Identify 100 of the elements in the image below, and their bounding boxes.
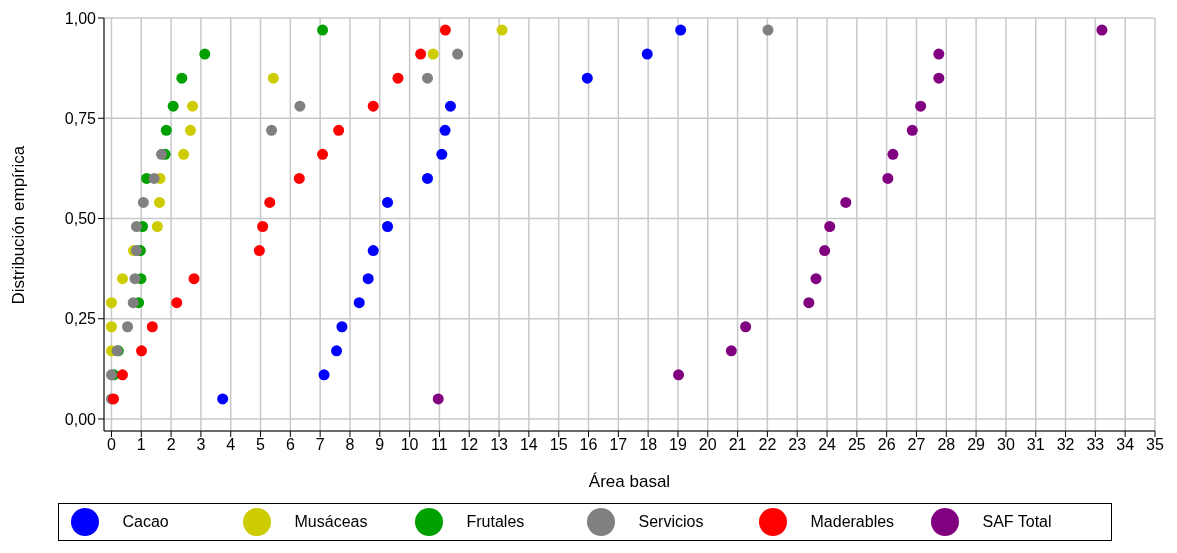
point <box>762 24 774 36</box>
point <box>933 72 945 84</box>
point <box>427 48 439 60</box>
y-tick-label: 0,00 <box>64 410 97 428</box>
x-tick-label: 11 <box>431 436 448 454</box>
point <box>415 48 427 60</box>
point <box>148 172 160 184</box>
point <box>136 345 148 357</box>
point <box>122 321 134 333</box>
point <box>452 48 464 60</box>
x-tick-label: 4 <box>226 436 236 454</box>
point <box>382 196 394 208</box>
point <box>146 321 158 333</box>
point <box>116 369 128 381</box>
x-tick-label: 3 <box>196 436 206 454</box>
y-tick-label: 1,00 <box>64 9 97 27</box>
point <box>171 297 183 309</box>
point <box>116 273 128 285</box>
point <box>318 369 330 381</box>
point <box>336 321 348 333</box>
point <box>439 124 451 136</box>
point <box>105 297 117 309</box>
point <box>160 124 172 136</box>
point <box>105 321 117 333</box>
point <box>444 100 456 112</box>
point <box>496 24 508 36</box>
x-tick-label: 0 <box>107 436 116 454</box>
point <box>840 196 852 208</box>
point <box>333 124 345 136</box>
x-tick-label: 14 <box>519 436 538 454</box>
point <box>188 273 200 285</box>
x-tick-label: 30 <box>997 436 1015 454</box>
point <box>824 221 836 233</box>
point <box>422 72 433 84</box>
y-tick-label: 0,25 <box>64 310 97 328</box>
point <box>331 345 343 357</box>
point <box>151 221 163 233</box>
point <box>253 245 265 257</box>
point <box>353 297 365 309</box>
point <box>176 72 188 84</box>
point <box>882 172 894 184</box>
point <box>137 196 149 208</box>
x-tick-label: 17 <box>609 436 628 454</box>
x-tick-label: 2 <box>166 436 176 454</box>
point <box>127 297 139 309</box>
x-tick-label: 32 <box>1056 436 1075 454</box>
point <box>725 345 737 357</box>
legend-label: Musáceas <box>294 513 368 531</box>
point <box>367 100 379 112</box>
point <box>641 48 653 60</box>
point <box>294 100 306 112</box>
legend-label: Frutales <box>466 513 525 531</box>
x-tick-label: 28 <box>937 436 956 454</box>
point <box>257 221 269 233</box>
point <box>436 148 448 160</box>
point <box>129 273 141 285</box>
point <box>906 124 918 136</box>
point <box>740 321 752 333</box>
point <box>264 196 276 208</box>
point <box>178 148 190 160</box>
point <box>581 72 593 84</box>
point <box>184 124 196 136</box>
point <box>810 273 822 285</box>
point <box>915 100 927 112</box>
point <box>187 100 199 112</box>
point <box>432 393 444 405</box>
y-tick-label: 0,75 <box>64 109 97 127</box>
point <box>887 148 899 160</box>
y-axis-title: Distribución empírica <box>9 145 29 305</box>
x-tick-label: 18 <box>639 436 658 454</box>
x-tick-label: 26 <box>877 436 896 454</box>
x-tick-label: 31 <box>1026 436 1045 454</box>
x-tick-label: 25 <box>847 436 866 454</box>
point <box>422 172 433 184</box>
x-tick-label: 7 <box>315 436 325 454</box>
point <box>217 393 229 405</box>
x-tick-label: 1 <box>136 436 146 454</box>
x-tick-label: 23 <box>788 436 807 454</box>
x-tick-label: 9 <box>375 436 385 454</box>
x-tick-label: 34 <box>1116 436 1135 454</box>
point <box>367 245 379 257</box>
legend-label: Servicios <box>638 513 704 531</box>
x-tick-label: 35 <box>1146 436 1164 454</box>
x-tick-label: 10 <box>400 436 419 454</box>
point <box>673 369 685 381</box>
x-tick-label: 8 <box>345 436 355 454</box>
y-tick-label: 0,50 <box>64 210 97 228</box>
x-tick-label: 5 <box>256 436 266 454</box>
x-tick-label: 22 <box>758 436 777 454</box>
x-tick-label: 27 <box>907 436 926 454</box>
point <box>199 48 211 60</box>
x-tick-label: 33 <box>1086 436 1105 454</box>
point <box>153 196 165 208</box>
point <box>131 221 142 233</box>
point <box>933 48 945 60</box>
point <box>382 221 394 233</box>
x-tick-label: 24 <box>818 436 837 454</box>
point <box>317 24 329 36</box>
x-tick-label: 19 <box>669 436 687 454</box>
x-axis-title: Área basal <box>588 472 671 491</box>
